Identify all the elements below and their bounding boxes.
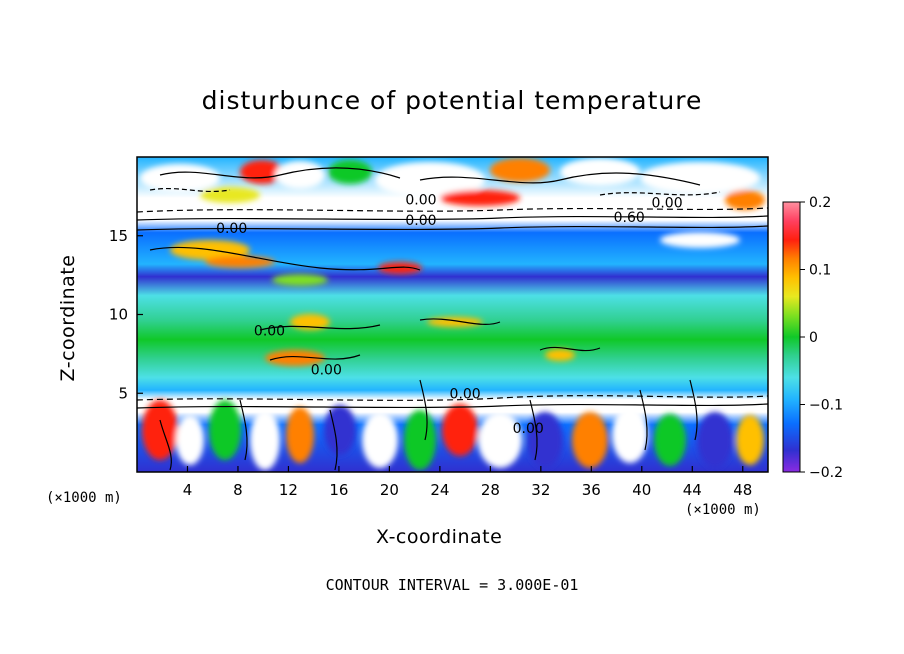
x-tick-label: 4	[183, 481, 193, 499]
colorbar-tick-label: 0.2	[809, 195, 831, 211]
y-axis-label: Z-coordinate	[57, 254, 79, 382]
y-tick-label: 5	[118, 384, 128, 402]
contour-label: 0.00	[651, 196, 682, 212]
x-tick-label: 24	[430, 481, 449, 499]
colorbar	[782, 201, 801, 473]
contour-label: 0.00	[311, 363, 342, 379]
x-axis-unit: (×1000 m)	[685, 502, 761, 518]
x-tick-label: 12	[279, 481, 298, 499]
colorbar-ticks: 0.2 0.1 0 −0.1 −0.2	[800, 195, 843, 481]
chart-title: disturbunce of potential temperature	[201, 86, 703, 115]
x-tick-label: 44	[683, 481, 702, 499]
colorbar-tick-label: 0.1	[809, 263, 831, 279]
contour-label: 0.00	[216, 221, 247, 237]
contour-labels: 0.00 0.00 0.00 0.60 0.00 0.00 0.00 0.00 0.00	[216, 193, 683, 437]
heatmap-field	[137, 157, 768, 472]
x-tick-label: 32	[531, 481, 550, 499]
contour-label: 0.00	[513, 421, 544, 437]
y-axis-unit: (×1000 m)	[46, 490, 122, 506]
contour-label: 0.00	[405, 213, 436, 229]
contour-label: 0.00	[405, 193, 436, 209]
x-tick-label: 36	[582, 481, 601, 499]
x-tick-label: 20	[380, 481, 399, 499]
x-axis-ticks: 4 8 12 16 20 24 28 32 36 40 44 48	[183, 466, 752, 499]
colorbar-tick-label: −0.2	[809, 465, 843, 481]
contour-label: 0.60	[614, 210, 645, 226]
colorbar-tick-label: −0.1	[809, 398, 843, 414]
y-tick-label: 15	[109, 227, 128, 245]
contour-interval-note: CONTOUR INTERVAL = 3.000E-01	[325, 576, 579, 594]
x-tick-label: 8	[233, 481, 243, 499]
x-axis-label: X-coordinate	[376, 526, 503, 548]
colorbar-tick-label: 0	[809, 330, 818, 346]
x-tick-label: 28	[481, 481, 500, 499]
y-axis-ticks: 5 10 15	[109, 227, 143, 402]
y-tick-label: 10	[109, 306, 128, 324]
contour-label: 0.00	[254, 323, 285, 339]
x-tick-label: 48	[733, 481, 752, 499]
contour-label: 0.00	[450, 386, 481, 402]
x-tick-label: 16	[329, 481, 348, 499]
x-tick-label: 40	[632, 481, 651, 499]
